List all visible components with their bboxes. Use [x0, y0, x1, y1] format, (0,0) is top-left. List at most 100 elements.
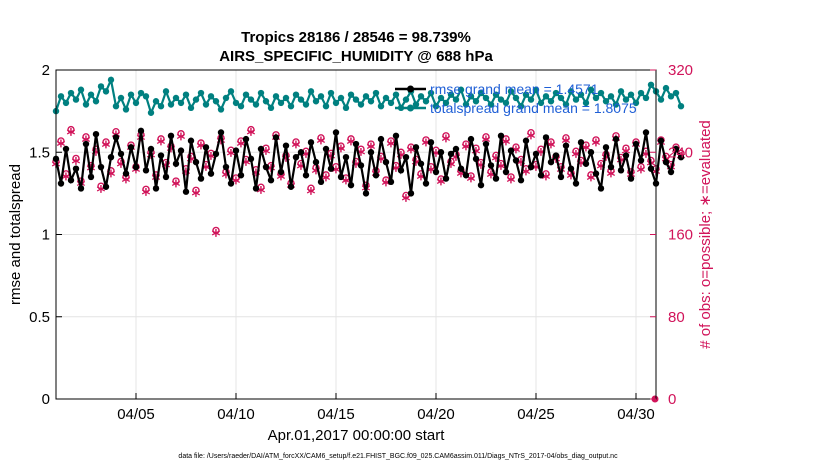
obs-possible-point: [562, 134, 570, 142]
spread-point: [237, 102, 245, 110]
spread-point: [657, 96, 665, 103]
rmse-point: [582, 160, 590, 167]
spread-point: [667, 93, 675, 100]
rmse-point: [177, 147, 185, 154]
spread-point: [322, 102, 330, 110]
rmse-point: [312, 158, 320, 166]
spread-point: [122, 106, 130, 113]
obs-possible-point: [82, 133, 90, 141]
rmse-point: [507, 147, 515, 154]
spread-point: [82, 101, 90, 108]
x-tick-label: 04/10: [217, 406, 255, 423]
obs-evaluated-point: *: [567, 169, 576, 189]
spread-point: [227, 88, 235, 95]
rmse-point: [457, 165, 465, 172]
obs-possible-point: [142, 185, 150, 193]
spread-point: [677, 102, 685, 110]
spread-point: [582, 99, 590, 107]
rmse-point: [72, 165, 80, 172]
rmse-point: [257, 145, 265, 153]
spread-point: [282, 94, 290, 102]
rmse-point: [272, 134, 280, 141]
y-tick-label: 1.5: [29, 144, 50, 161]
spread-point: [662, 84, 670, 92]
spread-point: [607, 93, 615, 100]
rmse-point: [612, 135, 620, 143]
obs-evaluated-point: *: [207, 149, 216, 169]
obs-evaluated-point: *: [472, 144, 481, 164]
obs-evaluated-point: *: [507, 173, 516, 193]
obs-possible-point: [232, 174, 240, 182]
spread-point: [242, 91, 250, 98]
spread-point: [192, 96, 200, 103]
obs-evaluated-point: *: [197, 139, 206, 159]
obs-possible-point: [157, 135, 165, 143]
rmse-point: [482, 140, 490, 148]
spread-point: [572, 96, 580, 103]
rmse-point: [562, 142, 570, 149]
spread-point: [217, 106, 225, 113]
spread-point: [297, 96, 305, 103]
rmse-point: [672, 145, 680, 153]
spread-point: [147, 109, 155, 116]
spread-point: [232, 99, 240, 107]
rmse-point: [57, 180, 65, 187]
rmse-point: [347, 181, 355, 189]
rmse-point: [647, 165, 655, 172]
obs-evaluated-point: *: [487, 168, 496, 188]
spread-point: [337, 94, 345, 102]
obs-evaluated-point: *: [357, 145, 366, 165]
obs-evaluated-point: *: [522, 165, 531, 185]
obs-possible-point: [177, 130, 185, 138]
rmse-line: [54, 130, 682, 194]
obs-evaluated-point: *: [502, 135, 511, 155]
spread-point: [612, 101, 620, 108]
rmse-point: [532, 150, 540, 158]
spread-point: [177, 99, 185, 107]
obs-evaluated-point: *: [407, 143, 416, 163]
spread-point: [587, 86, 595, 93]
spread-point: [617, 88, 625, 95]
footer-data-file: data file: /Users/raeder/DAI/ATM_forcXX/…: [178, 453, 618, 460]
rmse-point: [117, 150, 125, 158]
spread-point: [92, 98, 100, 105]
rmse-point: [372, 172, 380, 179]
rmse-point: [637, 157, 645, 164]
obs-possible-point: [482, 133, 490, 141]
spread-point: [537, 99, 545, 107]
y-tick-label: 1: [42, 227, 50, 244]
spread-point: [422, 98, 430, 105]
spread-point: [142, 93, 150, 100]
spread-point: [507, 88, 515, 95]
rmse-point: [222, 163, 230, 171]
spread-point: [267, 104, 275, 112]
obs-evaluated-point: *: [182, 165, 191, 185]
spread-point: [367, 98, 375, 105]
spread-point: [272, 93, 280, 100]
spread-point: [167, 101, 175, 108]
obs-evaluated-point: *: [552, 152, 561, 172]
obs-evaluated-point: *: [342, 174, 351, 194]
spread-point: [157, 102, 165, 110]
obs-evaluated-point: *: [467, 172, 476, 192]
obs-evaluated-point: *: [442, 132, 451, 152]
spread-point: [127, 91, 135, 98]
rmse-point: [77, 185, 85, 192]
obs-evaluated-point: *: [232, 174, 241, 194]
rmse-point: [397, 167, 405, 174]
rmse-point: [382, 158, 390, 166]
obs-possible-point: [307, 184, 315, 192]
spread-point: [312, 98, 320, 105]
rmse-point: [367, 149, 375, 156]
y-axis-label: rmse and totalspread: [7, 164, 24, 305]
obs-evaluated-point: *: [337, 142, 346, 162]
spread-point: [257, 89, 265, 97]
spread-point: [642, 94, 650, 102]
spread-point: [457, 86, 465, 93]
rmse-point: [357, 162, 365, 169]
obs-evaluated-point: *: [512, 143, 521, 163]
spread-point: [532, 86, 540, 93]
rmse-point: [102, 183, 110, 190]
rmse-point: [607, 163, 615, 171]
rmse-point: [597, 185, 605, 192]
